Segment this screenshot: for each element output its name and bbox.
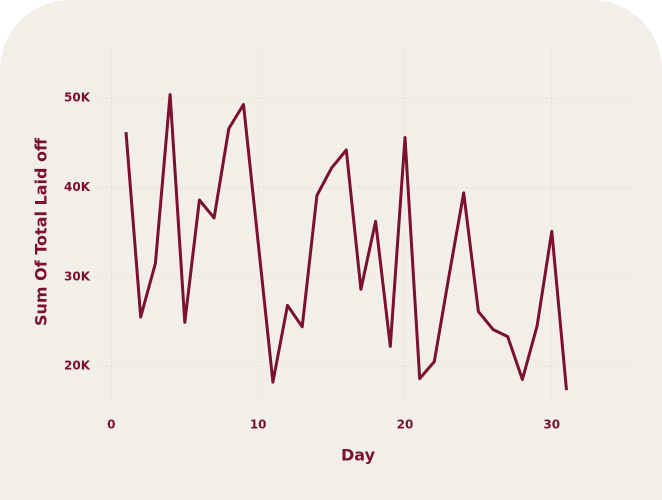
x-tick-label: 20: [397, 418, 414, 432]
x-axis-title: Day: [341, 446, 376, 465]
data-line: [124, 93, 568, 391]
y-axis-title: Sum Of Total Laid off: [32, 137, 51, 326]
y-tick-label: 20K: [64, 359, 91, 373]
x-tick-label: 10: [250, 418, 267, 432]
y-tick-label: 30K: [64, 269, 91, 283]
x-tick-label: 0: [107, 418, 115, 432]
x-tick-label: 30: [543, 418, 560, 432]
y-tick-label: 50K: [64, 91, 91, 105]
y-tick-label: 40K: [64, 180, 91, 194]
